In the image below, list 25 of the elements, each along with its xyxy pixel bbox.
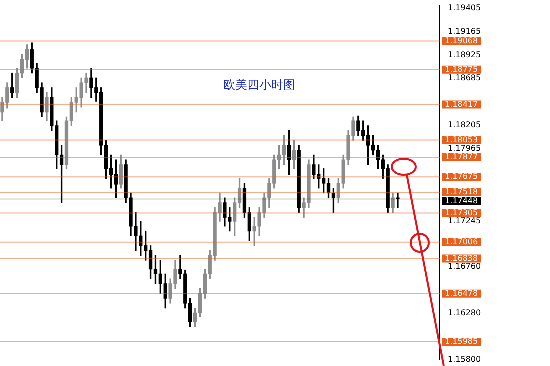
ref-line-label: 1.19068 [445, 36, 478, 46]
ref-line-label: 1.18417 [445, 100, 478, 109]
ref-line-label: 1.17305 [445, 208, 478, 218]
ref-line-label: 1.17518 [445, 188, 478, 197]
ref-line-label: 1.16838 [445, 254, 478, 263]
annotation: 欧美四小时图 [224, 78, 296, 92]
y-tick-label: 1.18685 [448, 74, 482, 83]
y-tick-label: 1.18925 [448, 50, 482, 60]
y-tick-label: 1.17965 [448, 144, 482, 153]
ref-line-label: 1.17877 [445, 152, 478, 162]
ref-line-label: 1.18775 [445, 64, 478, 74]
y-tick-label: 1.16280 [448, 308, 482, 318]
y-tick-label: 1.18205 [448, 120, 482, 130]
ref-line-label: 1.17006 [445, 237, 478, 246]
ref-line-label: 1.15985 [445, 337, 478, 346]
y-tick-label: 1.19405 [448, 4, 482, 13]
ref-line-label: 1.17448 [445, 196, 478, 206]
y-tick-label: 1.15800 [448, 355, 482, 364]
candlestick [396, 192, 400, 208]
ref-line-label: 1.16478 [445, 288, 478, 298]
ref-line-label: 1.18053 [445, 135, 478, 144]
ref-line-label: 1.17675 [445, 172, 478, 182]
y-tick-label: 1.17245 [448, 216, 482, 226]
y-tick-label: 1.16760 [448, 262, 482, 271]
y-tick-label: 1.19165 [448, 26, 482, 36]
